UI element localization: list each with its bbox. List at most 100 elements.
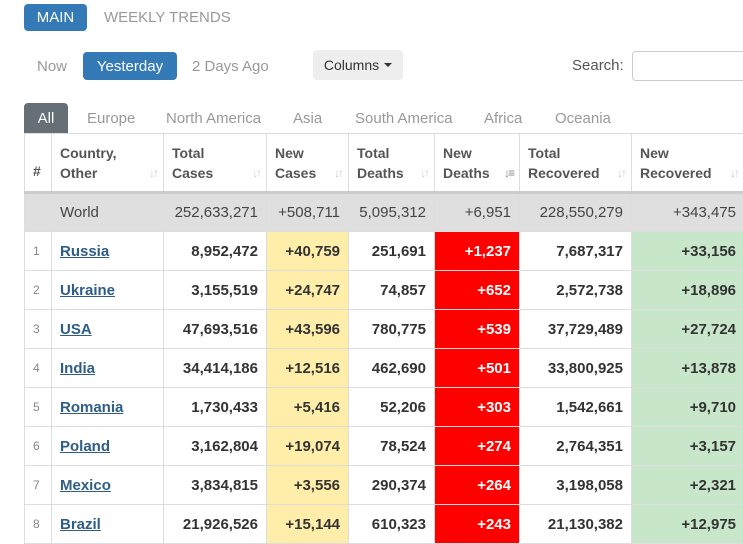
country-link[interactable]: Ukraine [60, 282, 115, 299]
country-link[interactable]: Poland [60, 438, 110, 455]
total-deaths-cell: 251,691 [349, 232, 435, 271]
country-link[interactable]: Russia [60, 243, 109, 260]
row-number: 6 [25, 427, 52, 466]
total-cases-cell: 252,633,271 [164, 193, 267, 232]
total-recovered-cell: 3,198,058 [520, 466, 632, 505]
header-label: New [275, 145, 304, 161]
total-cases-cell: 47,693,516 [164, 310, 267, 349]
tab-weekly-trends[interactable]: WEEKLY TRENDS [104, 9, 231, 26]
new-deaths-cell: +6,951 [435, 193, 520, 232]
country-link[interactable]: Brazil [60, 516, 101, 533]
columns-label: Columns [324, 57, 379, 73]
sort-icon[interactable]: ↓↑ [149, 163, 157, 183]
sort-icon[interactable]: ↓↑ [617, 163, 625, 183]
region-tab-all[interactable]: All [24, 103, 68, 133]
header-label: Recovered [528, 165, 600, 181]
new-recovered-cell: +13,878 [632, 349, 743, 388]
new-deaths-cell: +264 [435, 466, 520, 505]
header-label: Cases [172, 165, 213, 181]
columns-button[interactable]: Columns [313, 50, 403, 80]
country-cell: Romania [52, 388, 164, 427]
tab-2-days-ago[interactable]: 2 Days Ago [192, 58, 269, 75]
country-link[interactable]: Mexico [60, 477, 111, 494]
header-label: Cases [275, 165, 316, 181]
column-header[interactable]: Country,Other↓↑ [52, 134, 164, 193]
country-cell: Russia [52, 232, 164, 271]
country-cell: India [52, 349, 164, 388]
country-cell: Mexico [52, 466, 164, 505]
total-deaths-cell: 5,095,312 [349, 193, 435, 232]
search-label: Search: [572, 57, 624, 74]
sort-icon[interactable]: ↓↑ [334, 163, 342, 183]
row-number: 1 [25, 232, 52, 271]
total-recovered-cell: 1,542,661 [520, 388, 632, 427]
total-deaths-cell: 290,374 [349, 466, 435, 505]
sort-icon[interactable]: ↓↑ [420, 163, 428, 183]
column-header[interactable]: # [25, 134, 52, 193]
new-deaths-cell: +652 [435, 271, 520, 310]
sort-icon[interactable]: ↓↑ [252, 163, 260, 183]
new-deaths-cell: +501 [435, 349, 520, 388]
region-tab-asia[interactable]: Asia [293, 103, 322, 133]
country-link[interactable]: Romania [60, 399, 123, 416]
tab-now[interactable]: Now [37, 58, 67, 75]
sort-icon[interactable]: ↓≡ [504, 163, 513, 183]
region-tab-north-america[interactable]: North America [166, 103, 261, 133]
country-link[interactable]: USA [60, 321, 92, 338]
total-cases-cell: 3,155,519 [164, 271, 267, 310]
total-cases-cell: 21,926,526 [164, 505, 267, 544]
new-deaths-cell: +539 [435, 310, 520, 349]
sort-icon[interactable]: ↓↑ [730, 163, 738, 183]
caret-down-icon [384, 63, 392, 67]
new-deaths-cell: +1,237 [435, 232, 520, 271]
new-recovered-cell: +27,724 [632, 310, 743, 349]
country-cell: USA [52, 310, 164, 349]
region-tab-africa[interactable]: Africa [484, 103, 522, 133]
header-label: Recovered [640, 165, 712, 181]
country-cell: Poland [52, 427, 164, 466]
country-name: World [52, 193, 164, 232]
new-cases-cell: +40,759 [267, 232, 349, 271]
new-cases-cell: +19,074 [267, 427, 349, 466]
search-input[interactable] [632, 51, 743, 81]
total-recovered-cell: 33,800,925 [520, 349, 632, 388]
total-cases-cell: 8,952,472 [164, 232, 267, 271]
new-cases-cell: +15,144 [267, 505, 349, 544]
new-recovered-cell: +12,975 [632, 505, 743, 544]
total-cases-cell: 34,414,186 [164, 349, 267, 388]
region-tab-south-america[interactable]: South America [355, 103, 453, 133]
total-deaths-cell: 52,206 [349, 388, 435, 427]
column-header[interactable]: New Cases ↓↑ [267, 134, 349, 193]
header-label: Other [60, 165, 97, 181]
new-cases-cell: +24,747 [267, 271, 349, 310]
new-cases-cell: +508,711 [267, 193, 349, 232]
row-number: 7 [25, 466, 52, 505]
total-deaths-cell: 74,857 [349, 271, 435, 310]
new-recovered-cell: +343,475 [632, 193, 743, 232]
region-tab-europe[interactable]: Europe [87, 103, 135, 133]
country-link[interactable]: India [60, 360, 95, 377]
row-number: 2 [25, 271, 52, 310]
header-label: New [443, 145, 472, 161]
region-tab-oceania[interactable]: Oceania [555, 103, 611, 133]
new-recovered-cell: +3,157 [632, 427, 743, 466]
total-recovered-cell: 37,729,489 [520, 310, 632, 349]
row-number [25, 193, 52, 232]
total-recovered-cell: 21,130,382 [520, 505, 632, 544]
total-recovered-cell: 7,687,317 [520, 232, 632, 271]
tab-yesterday[interactable]: Yesterday [83, 52, 177, 80]
tab-main[interactable]: MAIN [24, 4, 87, 31]
